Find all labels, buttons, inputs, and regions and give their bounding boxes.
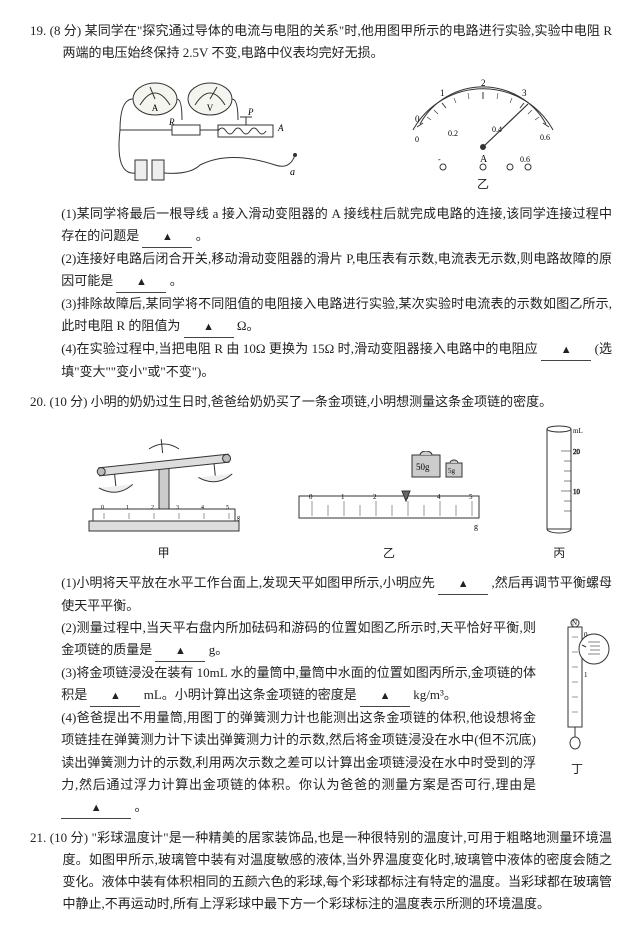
svg-text:a: a <box>290 167 295 178</box>
svg-text:g: g <box>237 515 240 521</box>
svg-text:0: 0 <box>101 505 104 511</box>
meter-v-label: V <box>207 103 214 113</box>
blank <box>116 270 166 293</box>
svg-text:1: 1 <box>584 671 588 679</box>
q20-fig-ding-label: 丁 <box>542 759 612 779</box>
q20-sub2-a: (2)测量过程中,当天平右盘内所加砝码和游码的位置如图乙所示时,天平恰好平衡,则… <box>61 620 536 657</box>
svg-text:-: - <box>438 155 441 164</box>
q20-stem-text: 小明的奶奶过生日时,爸爸给奶奶买了一条金项链,小明想测量这条金项链的密度。 <box>91 394 553 409</box>
svg-text:1: 1 <box>341 493 345 501</box>
svg-text:0: 0 <box>415 114 420 124</box>
q20-sub1: (1)小明将天平放在水平工作台面上,发现天平如图甲所示,小明应先 ,然后再调节平… <box>30 572 612 617</box>
blank <box>360 684 410 707</box>
q19-points: (8 分) <box>50 23 82 38</box>
blank <box>61 796 131 819</box>
svg-text:5: 5 <box>469 493 473 501</box>
blank <box>155 639 205 662</box>
svg-text:g: g <box>474 522 478 531</box>
svg-text:A: A <box>480 154 488 165</box>
q21-points: (10 分) <box>50 830 88 845</box>
svg-text:10: 10 <box>573 488 581 496</box>
q20-figures: 0 1 2 3 4 5 g <box>30 421 612 563</box>
q20-stem: 20. (10 分) 小明的奶奶过生日时,爸爸给奶奶买了一条金项链,小明想测量这… <box>30 391 612 413</box>
svg-text:0: 0 <box>415 135 419 144</box>
q20-fig-mid-label: 乙 <box>294 543 484 563</box>
q20-sub4-a: (4)爸爸提出不用量筒,用图丁的弹簧测力计也能测出这条金项链的体积,他设想将金项… <box>61 710 536 791</box>
q20-fig-weights: 50g 5g 01 23 45 g <box>294 451 484 563</box>
q20-fig-left-label: 甲 <box>79 543 249 563</box>
svg-text:50g: 50g <box>416 462 430 472</box>
svg-text:0: 0 <box>584 631 588 639</box>
q19-stem: 19. (8 分) 某同学在"探究通过导体的电流与电阻的关系"时,他用图甲所示的… <box>30 20 612 64</box>
question-21: 21. (10 分) "彩球温度计"是一种精美的居家装饰品,也是一种很特别的温度… <box>30 827 612 915</box>
svg-text:5g: 5g <box>448 467 456 475</box>
q20-sub3: (3)将金项链浸没在装有 10mL 水的量筒中,量筒中水面的位置如图丙所示,金项… <box>30 662 612 707</box>
meter-a-label: A <box>152 103 159 113</box>
q20-sub4-b: 。 <box>134 799 147 814</box>
q20-fig-balance: 0 1 2 3 4 5 g <box>79 431 249 563</box>
q19-number: 19. <box>30 23 46 38</box>
q19-sub2: (2)连接好电路后闭合开关,移动滑动变阻器的滑片 P,电压表有示数,电流表无示数… <box>30 248 612 293</box>
q20-fig-spring: N 0 1 丁 <box>542 617 612 779</box>
blank <box>541 338 591 361</box>
svg-text:1: 1 <box>440 88 445 98</box>
blank <box>438 572 488 595</box>
svg-text:0: 0 <box>309 493 313 501</box>
q20-sub1-a: (1)小明将天平放在水平工作台面上,发现天平如图甲所示,小明应先 <box>61 575 435 590</box>
q20-number: 20. <box>30 394 46 409</box>
q19-sub1: (1)某同学将最后一根导线 a 接入滑动变阻器的 A 接线柱后就完成电路的连接,… <box>30 203 612 248</box>
svg-text:2: 2 <box>373 493 377 501</box>
svg-text:2: 2 <box>481 78 486 88</box>
svg-text:P: P <box>247 107 254 117</box>
question-19: 19. (8 分) 某同学在"探究通过导体的电流与电阻的关系"时,他用图甲所示的… <box>30 20 612 383</box>
q20-fig-cylinder: mL 20 10 丙 <box>529 421 589 563</box>
blank <box>90 684 140 707</box>
q19-sub1-b: 。 <box>196 228 209 243</box>
q19-fig-right-label: 乙 <box>398 174 568 194</box>
svg-text:4: 4 <box>437 493 441 501</box>
svg-text:0.6: 0.6 <box>540 133 550 142</box>
q21-number: 21. <box>30 830 46 845</box>
q20-points: (10 分) <box>50 394 88 409</box>
q19-sub4-a: (4)在实验过程中,当把电阻 R 由 10Ω 更换为 15Ω 时,滑动变阻器接入… <box>61 341 538 356</box>
q19-sub3-b: Ω。 <box>237 318 260 333</box>
q19-sub3-a: (3)排除故障后,某同学将不同阻值的电阻接入电路进行实验,某次实验时电流表的示数… <box>61 296 612 333</box>
q20-fig-right-label: 丙 <box>529 543 589 563</box>
svg-text:0.2: 0.2 <box>448 129 458 138</box>
svg-text:0.6: 0.6 <box>520 155 530 164</box>
svg-text:3: 3 <box>176 505 179 511</box>
q20-sub4: (4)爸爸提出不用量筒,用图丁的弹簧测力计也能测出这条金项链的体积,他设想将金项… <box>30 707 612 818</box>
svg-text:R: R <box>168 117 175 127</box>
q19-sub2-b: 。 <box>170 273 183 288</box>
blank <box>142 225 192 248</box>
svg-text:A: A <box>277 123 284 133</box>
q20-sub3-c: kg/m³。 <box>413 687 457 702</box>
blank <box>184 315 234 338</box>
svg-text:5: 5 <box>226 505 229 511</box>
q20-sub3-b: mL。小明计算出这条金项链的密度是 <box>144 687 357 702</box>
svg-text:N: N <box>572 619 577 627</box>
svg-text:2: 2 <box>151 505 154 511</box>
q21-stem: 21. (10 分) "彩球温度计"是一种精美的居家装饰品,也是一种很特别的温度… <box>30 827 612 915</box>
svg-text:4: 4 <box>201 505 204 511</box>
q19-sub3: (3)排除故障后,某同学将不同阻值的电阻接入电路进行实验,某次实验时电流表的示数… <box>30 293 612 338</box>
q20-sub2: (2)测量过程中,当天平右盘内所加砝码和游码的位置如图乙所示时,天平恰好平衡,则… <box>30 617 612 662</box>
q21-stem-text: "彩球温度计"是一种精美的居家装饰品,也是一种很特别的温度计,可用于粗略地测量环… <box>63 830 613 911</box>
q19-sub4: (4)在实验过程中,当把电阻 R 由 10Ω 更换为 15Ω 时,滑动变阻器接入… <box>30 338 612 383</box>
question-20: 20. (10 分) 小明的奶奶过生日时,爸爸给奶奶买了一条金项链,小明想测量这… <box>30 391 612 819</box>
svg-text:20: 20 <box>573 448 581 456</box>
svg-text:1: 1 <box>126 505 129 511</box>
svg-text:3: 3 <box>522 88 527 98</box>
q19-stem-text: 某同学在"探究通过导体的电流与电阻的关系"时,他用图甲所示的电路进行实验,实验中… <box>63 23 613 60</box>
q19-fig-ammeter: 0 1 2 3 0 0.2 0.4 0.6 A - 0 3 0.6 乙 <box>398 72 568 194</box>
q20-sub2-b: g。 <box>209 642 229 657</box>
q19-fig-circuit: A V R P A a <box>100 75 310 195</box>
svg-text:mL: mL <box>573 427 583 435</box>
q19-figures: A V R P A a <box>30 72 612 194</box>
